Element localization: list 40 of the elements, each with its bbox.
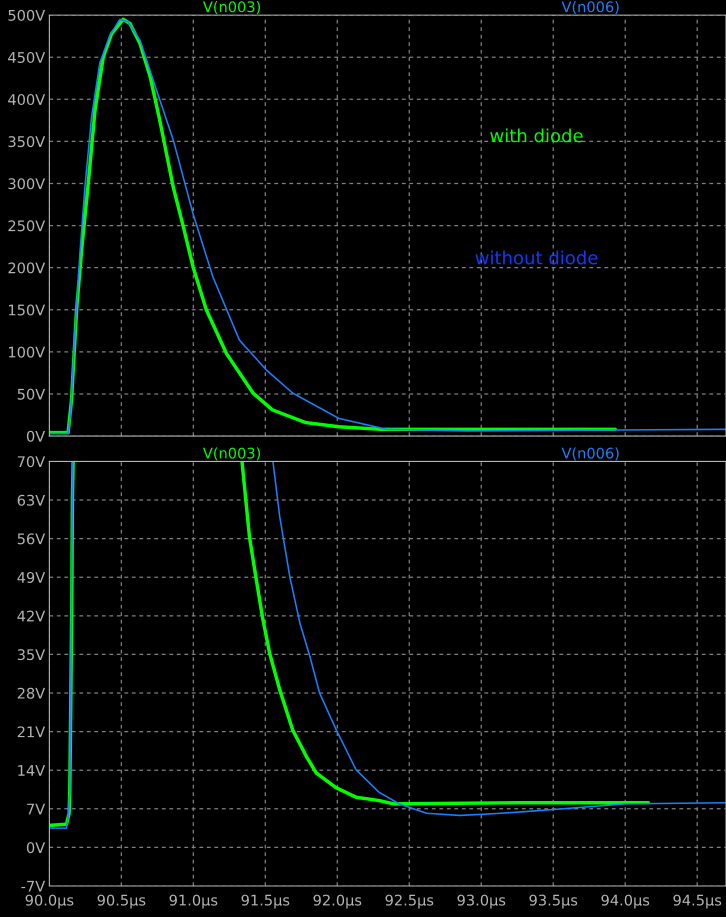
y-tick-label: 150V <box>8 304 46 316</box>
line-series <box>49 18 726 434</box>
y-tick-label: 42V <box>17 610 46 622</box>
y-tick-label: 49V <box>17 572 46 583</box>
y-tick-label: 450V <box>8 52 46 63</box>
y-tick-label: -7V <box>21 880 46 892</box>
text: V(n006) <box>562 1 619 14</box>
x-tick-label: 94.0µs <box>601 894 650 908</box>
y-tick-label: 0V <box>26 842 46 854</box>
y-tick-label: 250V <box>8 220 46 232</box>
y-tick-label: 14V <box>18 765 46 776</box>
x-tick-label: 90.5µs <box>98 894 146 908</box>
y-tick-label: 400V <box>8 94 46 106</box>
x-tick-label: 94.5µs <box>673 894 722 908</box>
y-tick-label: 50V <box>18 388 46 400</box>
x-tick-label: 92.5µs <box>386 894 434 908</box>
series-label: V(n003) <box>202 447 260 460</box>
y-tick-label: 0V <box>26 430 46 442</box>
y-tick-label: 35V <box>18 649 46 660</box>
x-tick-label: 91.5µs <box>242 894 290 908</box>
y-tick-label: 63V <box>18 494 46 506</box>
y-tick-label: 200V <box>8 262 46 274</box>
x-tick-label: 92.0µs <box>314 894 362 908</box>
x-tick-label: 90.0µs <box>26 894 74 908</box>
y-tick-label: 500V <box>8 10 46 21</box>
annotation: with diode <box>490 128 583 142</box>
y-tick-label: 21V <box>18 726 46 738</box>
text: V(n006) <box>562 447 619 460</box>
text: V(n003) <box>202 1 260 14</box>
x-tick-label: 91.0µs <box>170 894 218 908</box>
y-tick-label: 70V <box>18 456 46 468</box>
annotation: without diode <box>475 250 598 264</box>
x-tick-label: 93.0µs <box>458 894 506 908</box>
y-tick-label: 100V <box>8 346 46 358</box>
x-tick-label: 93.5µs <box>529 894 578 908</box>
y-tick-label: 28V <box>18 688 46 699</box>
y-tick-label: 350V <box>8 136 46 148</box>
y-tick-label: 300V <box>8 178 46 190</box>
y-tick-label: 56V <box>18 533 46 544</box>
y-tick-label: 7V <box>27 804 46 814</box>
